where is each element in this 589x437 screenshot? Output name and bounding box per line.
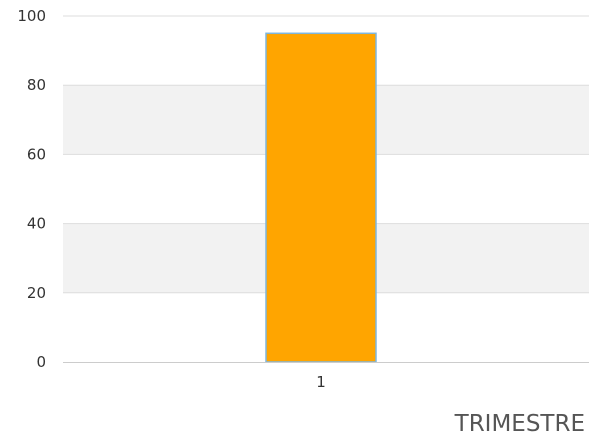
bar <box>265 32 377 363</box>
y-tick-label: 60 <box>27 145 46 163</box>
y-axis-tick-labels: 0 20 40 60 80 100 <box>17 7 46 371</box>
y-tick-label: 80 <box>27 76 46 94</box>
x-axis-title: TRIMESTRE <box>454 411 585 437</box>
bars <box>265 32 377 363</box>
x-tick-label: 1 <box>316 373 326 391</box>
y-tick-label: 20 <box>27 284 46 302</box>
y-tick-label: 40 <box>27 215 46 233</box>
y-tick-label: 100 <box>17 7 46 25</box>
y-tick-label: 0 <box>36 353 46 371</box>
x-axis-tick-labels: 1 <box>316 373 326 391</box>
